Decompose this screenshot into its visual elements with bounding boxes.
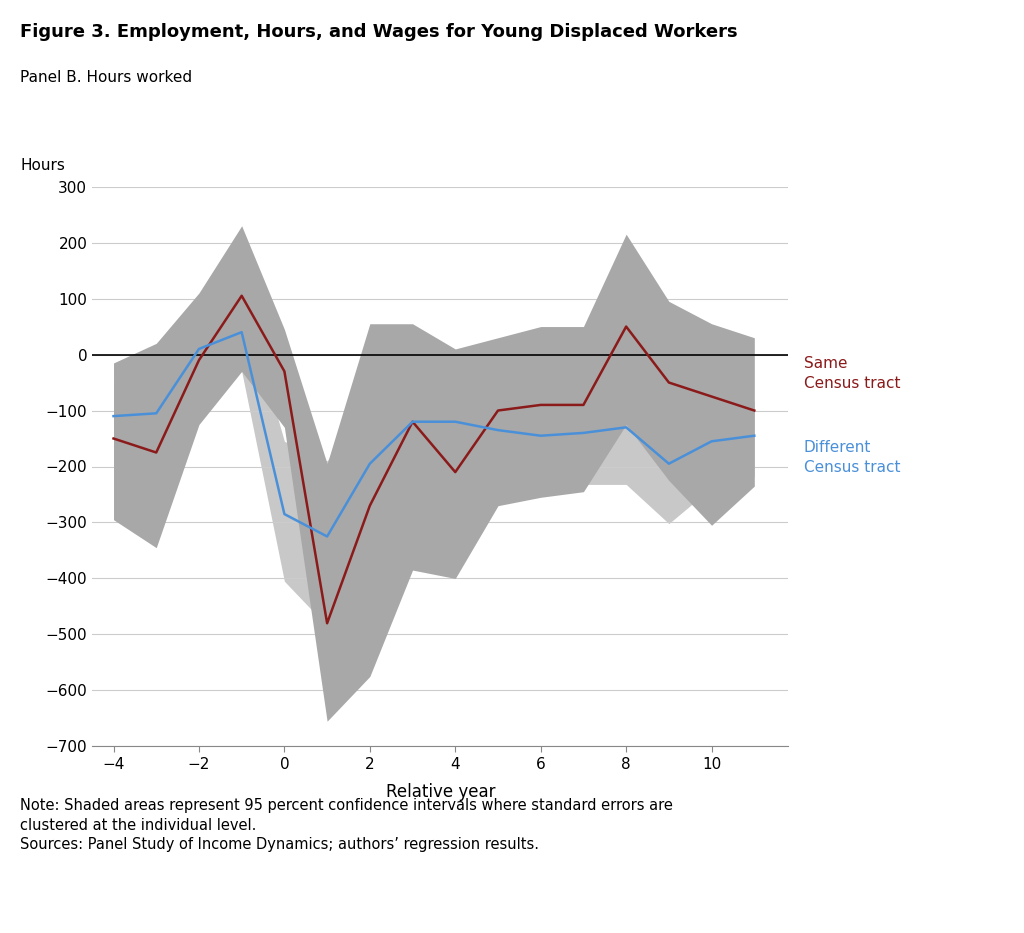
Text: Note: Shaded areas represent 95 percent confidence intervals where standard erro: Note: Shaded areas represent 95 percent … [20, 798, 674, 853]
X-axis label: Relative year: Relative year [386, 783, 495, 801]
Text: Hours: Hours [20, 158, 66, 173]
Text: Panel B. Hours worked: Panel B. Hours worked [20, 70, 193, 85]
Text: Different
Census tract: Different Census tract [804, 439, 900, 475]
Text: Figure 3. Employment, Hours, and Wages for Young Displaced Workers: Figure 3. Employment, Hours, and Wages f… [20, 23, 738, 41]
Text: Same
Census tract: Same Census tract [804, 355, 900, 391]
